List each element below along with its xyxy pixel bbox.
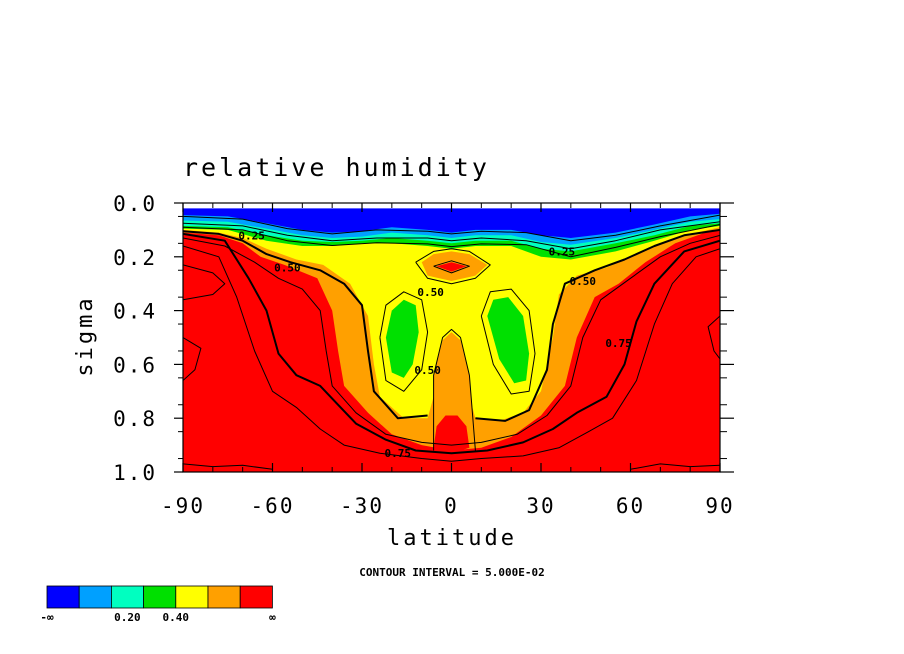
x-tick-label-0: -90 (161, 494, 205, 518)
contour-line-0 (183, 230, 428, 420)
colorbar-swatch-3 (143, 585, 177, 609)
region-blue-top (183, 203, 720, 238)
colorbar-swatch-5 (207, 585, 241, 609)
contour-label-6: 0.75 (605, 337, 632, 350)
contour-line-10 (379, 291, 429, 392)
colorbar-label-3: ∞ (269, 611, 276, 624)
y-tick-label-0: 0.0 (113, 192, 157, 216)
y-tick-label-5: 1.0 (113, 461, 157, 485)
contour-line-9 (183, 234, 720, 446)
contour-label-3: 0.50 (570, 275, 597, 288)
region-yellow (183, 203, 720, 421)
contour-label-7: 0.75 (385, 447, 412, 460)
x-tick-label-4: 30 (526, 494, 555, 518)
contour-line-1 (475, 228, 720, 422)
region-red-cap (436, 262, 467, 272)
contour-fill-layer (183, 203, 720, 472)
x-tick-label-5: 60 (616, 494, 645, 518)
colorbar-swatch-4 (175, 585, 209, 609)
colorbar-swatch-1 (78, 585, 112, 609)
contour-label-2: 0.50 (274, 262, 301, 275)
x-tick-label-1: -60 (251, 494, 295, 518)
contour-label-layer: 0.25 0.25 0.50 0.50 0.50 0.50 0.75 0.75 (238, 229, 631, 460)
x-tick-label-3: 0 (444, 494, 459, 518)
region-red-blob (433, 415, 470, 454)
contour-line-layer (183, 214, 720, 470)
contour-line-3 (183, 245, 720, 462)
contour-line-16 (183, 221, 720, 250)
region-green-blob-right (487, 297, 530, 384)
chart-title: relative humidity (183, 153, 490, 182)
contour-line-6 (630, 463, 720, 470)
x-axis-label: latitude (387, 526, 517, 551)
contour-label-0: 0.25 (238, 229, 265, 242)
colorbar-swatch-6 (239, 585, 273, 609)
y-tick-label-1: 0.2 (113, 246, 157, 270)
contour-line-14 (433, 328, 476, 451)
contour-line-8 (707, 315, 720, 360)
contour-line-13 (433, 260, 470, 274)
y-tick-label-2: 0.4 (113, 300, 157, 324)
colorbar-label-1: 0.20 (114, 611, 141, 624)
colorbar: -∞ 0.20 0.40 ∞ (40, 585, 276, 624)
contour-line-17 (183, 224, 720, 258)
contour-label-4: 0.50 (417, 286, 444, 299)
x-axis: -90 -60 -30 0 30 60 90 (161, 203, 734, 518)
contour-line-7 (183, 337, 202, 381)
contour-line-15 (183, 214, 720, 242)
contour-label-5: 0.50 (414, 364, 441, 377)
contour-line-11 (480, 288, 536, 395)
contour-line-5 (183, 463, 273, 470)
contour-interval-note: CONTOUR INTERVAL = 5.000E-02 (359, 566, 544, 579)
y-axis-label: sigma (73, 295, 98, 376)
y-axis: 0.0 0.2 0.4 0.6 0.8 1.0 (113, 192, 734, 485)
region-green-blob-left (385, 299, 419, 378)
contour-line-12 (415, 248, 491, 285)
y-tick-label-4: 0.8 (113, 407, 157, 431)
colorbar-swatch-0 (46, 585, 80, 609)
contour-line-4 (183, 264, 226, 301)
colorbar-swatch-2 (111, 585, 145, 609)
colorbar-label-0: -∞ (40, 611, 54, 624)
contour-line-2 (183, 232, 720, 455)
contour-label-1: 0.25 (549, 245, 576, 258)
x-tick-label-2: -30 (340, 494, 384, 518)
y-tick-label-3: 0.6 (113, 353, 157, 377)
x-tick-label-6: 90 (705, 494, 734, 518)
colorbar-label-2: 0.40 (163, 611, 190, 624)
